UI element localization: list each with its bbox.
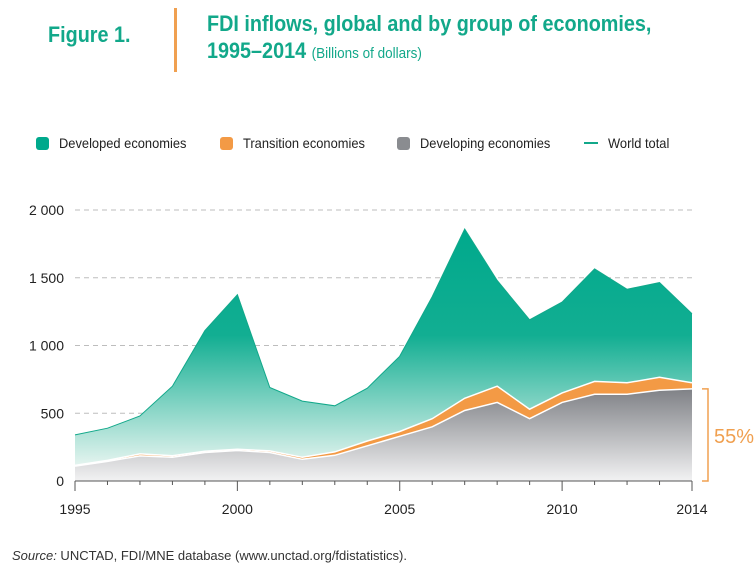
share-annotation-label: 55%: [714, 426, 754, 448]
annotation-layer: 55%: [702, 388, 754, 482]
legend-item-developing: Developing economies: [397, 135, 562, 151]
share-bracket: [702, 388, 709, 482]
transition-boundary-line: [74, 376, 693, 467]
area-developed-economies: [75, 229, 692, 466]
area-developing-economies: [75, 388, 692, 481]
legend-item-developed: Developed economies: [36, 135, 198, 151]
x-tick-label: 2010: [547, 501, 578, 517]
area-transition-economies: [75, 377, 692, 467]
area-layer: [74, 227, 693, 481]
axis-layer: 0 500 1 000 1 500 2 000 1995 2000 2005 2010 2014: [29, 202, 708, 517]
legend-item-transition: Transition economies: [219, 135, 376, 151]
developing-boundary-line: [74, 388, 693, 467]
world-total-line: [74, 227, 693, 436]
title-unit: (Billions of dollars): [311, 45, 422, 62]
legend-label-developed: Developed economies: [59, 135, 187, 151]
title-divider: [174, 8, 177, 72]
legend-label-world: World total: [607, 135, 670, 151]
source-text: UNCTAD, FDI/MNE database (www.unctad.org…: [56, 548, 407, 563]
y-tick-label: 1 000: [29, 338, 64, 354]
y-tick-label: 2 000: [29, 202, 64, 218]
x-tick-label: 2005: [384, 501, 415, 517]
figure-label: Figure 1.: [48, 22, 131, 47]
title-line-2: 1995–2014 (Billions of dollars): [207, 37, 651, 67]
legend-label-developing: Developing economies: [420, 135, 551, 151]
legend-swatch-transition: [219, 136, 233, 150]
legend-label-transition: Transition economies: [242, 135, 365, 151]
source-note: Source: UNCTAD, FDI/MNE database (www.un…: [12, 548, 407, 563]
source-label: Source:: [12, 548, 57, 563]
y-tick-label: 0: [56, 473, 64, 489]
chart-title: FDI inflows, global and by group of econ…: [207, 10, 651, 67]
legend-swatch-developing: [397, 136, 411, 150]
title-years: 1995–2014: [207, 38, 307, 63]
legend-item-world: World total: [583, 135, 675, 151]
title-line-1: FDI inflows, global and by group of econ…: [207, 11, 652, 36]
x-tick-label: 1995: [59, 501, 90, 517]
legend-swatch-developed: [36, 136, 49, 150]
y-tick-label: 500: [41, 405, 65, 421]
x-tick-label: 2000: [222, 501, 253, 517]
x-tick-label: 2014: [676, 501, 707, 517]
chart-legend: Developed economies Transition economies…: [36, 133, 696, 153]
y-tick-label: 1 500: [29, 270, 64, 286]
legend-swatch-world: [583, 142, 598, 144]
